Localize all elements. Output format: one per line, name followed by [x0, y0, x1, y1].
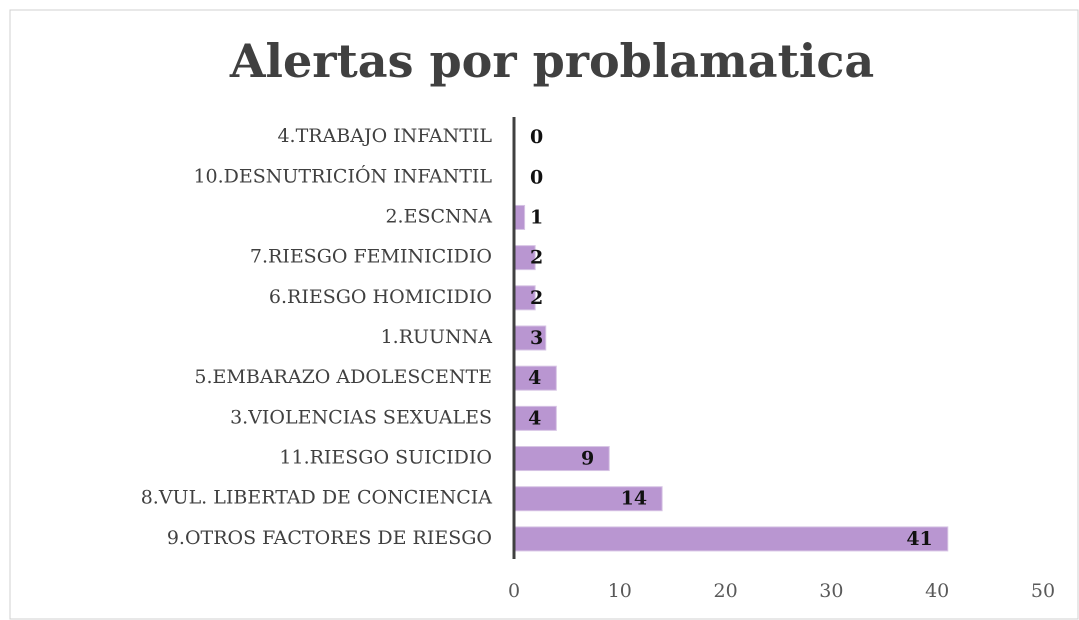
y-tick-label: 5.EMBARAZO ADOLESCENTE — [194, 366, 492, 388]
data-label: 0 — [530, 126, 543, 148]
bar — [513, 405, 557, 431]
x-tick-label: 20 — [714, 580, 738, 602]
x-tick-label: 50 — [1031, 580, 1055, 602]
y-tick-label: 1.RUUNNA — [381, 326, 493, 348]
chart-title: Alertas por problamatica — [229, 34, 874, 88]
y-tick-label: 3.VIOLENCIAS SEXUALES — [230, 406, 492, 428]
x-tick-label: 0 — [508, 580, 520, 602]
y-tick-label: 7.RIESGO FEMINICIDIO — [250, 246, 492, 268]
data-label: 1 — [530, 206, 543, 228]
bar — [513, 446, 610, 472]
data-label: 4 — [528, 407, 541, 429]
bar — [513, 486, 663, 512]
y-tick-label: 9.OTROS FACTORES DE RIESGO — [167, 527, 492, 549]
y-tick-label: 8.VUL. LIBERTAD DE CONCIENCIA — [141, 487, 493, 509]
data-label: 2 — [530, 287, 543, 309]
chart-border — [9, 9, 1079, 620]
data-label: 3 — [530, 327, 543, 349]
data-label: 9 — [581, 448, 594, 470]
bar — [513, 365, 557, 391]
data-label: 41 — [906, 528, 932, 550]
y-tick-label: 4.TRABAJO INFANTIL — [277, 125, 492, 147]
data-label: 2 — [530, 247, 543, 269]
x-tick-label: 10 — [608, 580, 632, 602]
bar — [513, 204, 526, 230]
y-tick-label: 6.RIESGO HOMICIDIO — [269, 286, 492, 308]
x-tick-label: 30 — [819, 580, 843, 602]
data-label: 0 — [530, 166, 543, 188]
y-tick-label: 2.ESCNNA — [385, 205, 492, 227]
x-tick-label: 40 — [925, 580, 949, 602]
y-tick-label: 11.RIESGO SUICIDIO — [279, 447, 492, 469]
y-tick-label: 10.DESNUTRICIÓN INFANTIL — [193, 164, 492, 187]
data-label: 4 — [528, 367, 541, 389]
data-label: 14 — [621, 488, 647, 510]
bar — [513, 526, 949, 552]
